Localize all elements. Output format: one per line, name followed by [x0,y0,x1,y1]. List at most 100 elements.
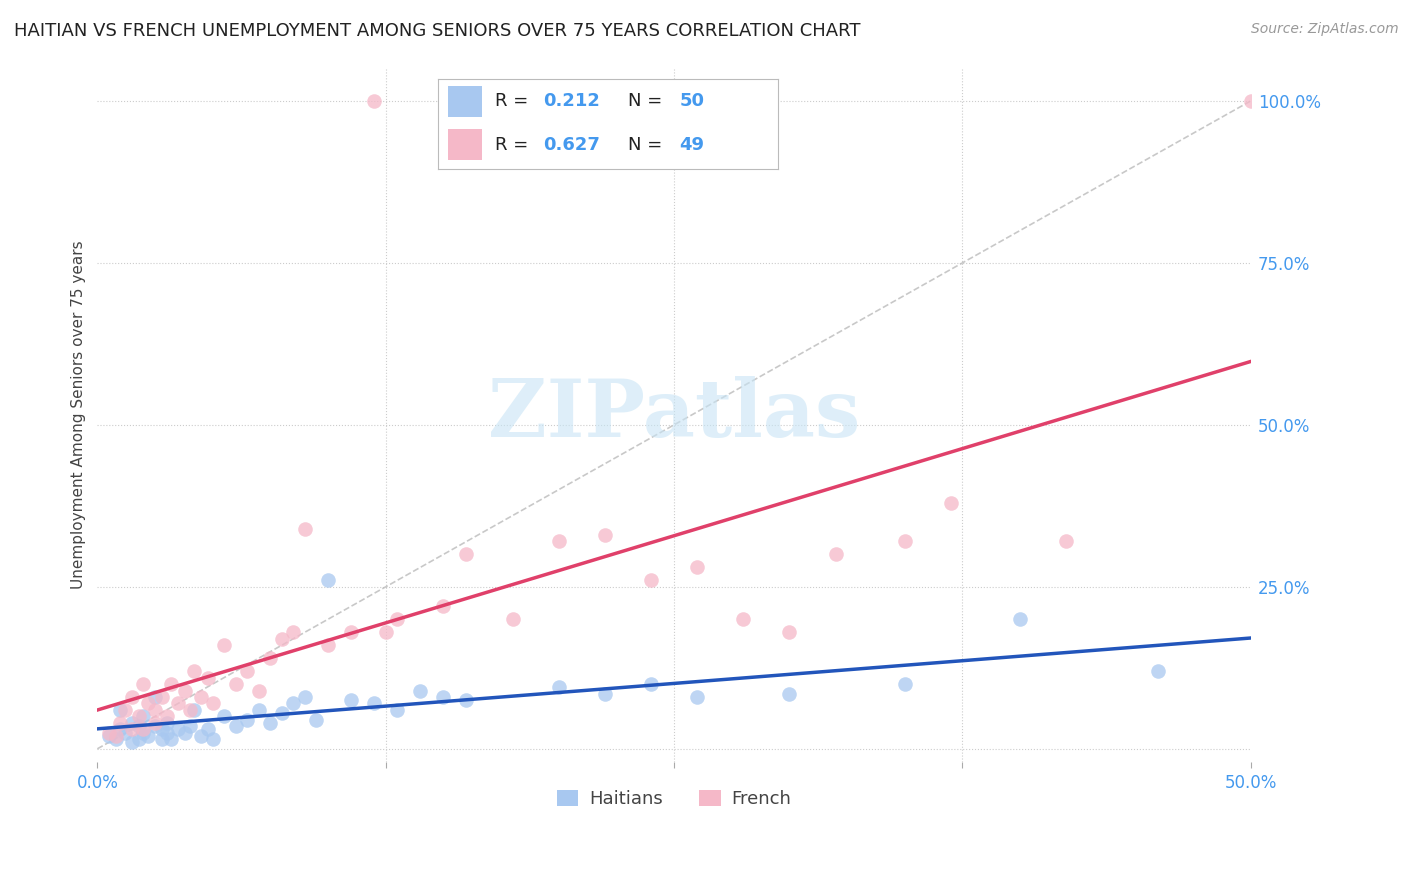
Point [456,548,478,562]
Point [155,709,177,723]
Point [114,703,136,717]
Point [150,690,173,704]
Point [167,697,190,711]
Point [155,715,177,730]
Point [212,638,235,652]
Point [97,729,120,743]
Point [183,664,205,678]
Point [114,725,136,739]
Point [409,683,432,698]
Point [97,725,120,739]
Y-axis label: Unemployment Among Seniors over 75 years: Unemployment Among Seniors over 75 years [72,241,86,590]
Point [247,683,270,698]
Point [201,732,224,747]
Point [893,534,915,549]
Point [733,612,755,626]
Point [893,677,915,691]
Text: ZIPatlas: ZIPatlas [488,376,860,454]
Point [150,723,173,737]
Point [1147,664,1170,678]
Point [640,677,662,691]
Point [143,719,166,733]
Point [143,703,166,717]
Point [132,709,155,723]
Point [190,729,212,743]
Point [143,715,166,730]
Point [136,729,159,743]
Point [225,677,247,691]
Point [121,690,143,704]
Point [1054,534,1077,549]
Point [939,495,962,509]
Text: HAITIAN VS FRENCH UNEMPLOYMENT AMONG SENIORS OVER 75 YEARS CORRELATION CHART: HAITIAN VS FRENCH UNEMPLOYMENT AMONG SEN… [14,22,860,40]
Point [387,703,409,717]
Point [132,725,155,739]
Point [179,703,201,717]
Point [121,735,143,749]
Point [167,723,190,737]
Point [183,703,205,717]
Point [340,625,363,640]
Point [132,677,155,691]
Point [387,612,409,626]
Point [305,713,328,727]
Point [1240,94,1263,108]
Point [686,690,709,704]
Point [824,548,846,562]
Point [174,683,197,698]
Point [150,732,173,747]
Point [236,713,259,727]
Point [190,690,212,704]
Point [432,599,454,614]
Point [225,719,247,733]
Point [160,732,183,747]
Point [593,687,616,701]
Point [340,693,363,707]
Point [104,732,127,747]
Point [160,677,183,691]
Point [778,687,800,701]
Point [1010,612,1032,626]
Point [316,638,339,652]
Point [283,697,305,711]
Point [143,690,166,704]
Point [547,680,569,694]
Point [174,725,197,739]
Point [547,534,569,549]
Point [110,715,132,730]
Point [270,632,292,646]
Point [136,697,159,711]
Point [363,94,385,108]
Point [197,723,219,737]
Point [363,697,385,711]
Point [179,719,201,733]
Point [316,574,339,588]
Point [247,703,270,717]
Point [121,715,143,730]
Point [155,725,177,739]
Point [456,693,478,707]
Point [593,528,616,542]
Point [110,703,132,717]
Point [197,671,219,685]
Point [374,625,396,640]
Point [121,723,143,737]
Point [201,697,224,711]
Point [212,709,235,723]
Point [259,651,281,665]
Point [294,690,316,704]
Point [128,719,150,733]
Point [128,709,150,723]
Text: Source: ZipAtlas.com: Source: ZipAtlas.com [1251,22,1399,37]
Point [259,715,281,730]
Point [283,625,305,640]
Point [432,690,454,704]
Point [270,706,292,721]
Point [294,522,316,536]
Point [236,664,259,678]
Point [104,729,127,743]
Legend: Haitians, French: Haitians, French [550,782,799,815]
Point [640,574,662,588]
Point [128,732,150,747]
Point [686,560,709,574]
